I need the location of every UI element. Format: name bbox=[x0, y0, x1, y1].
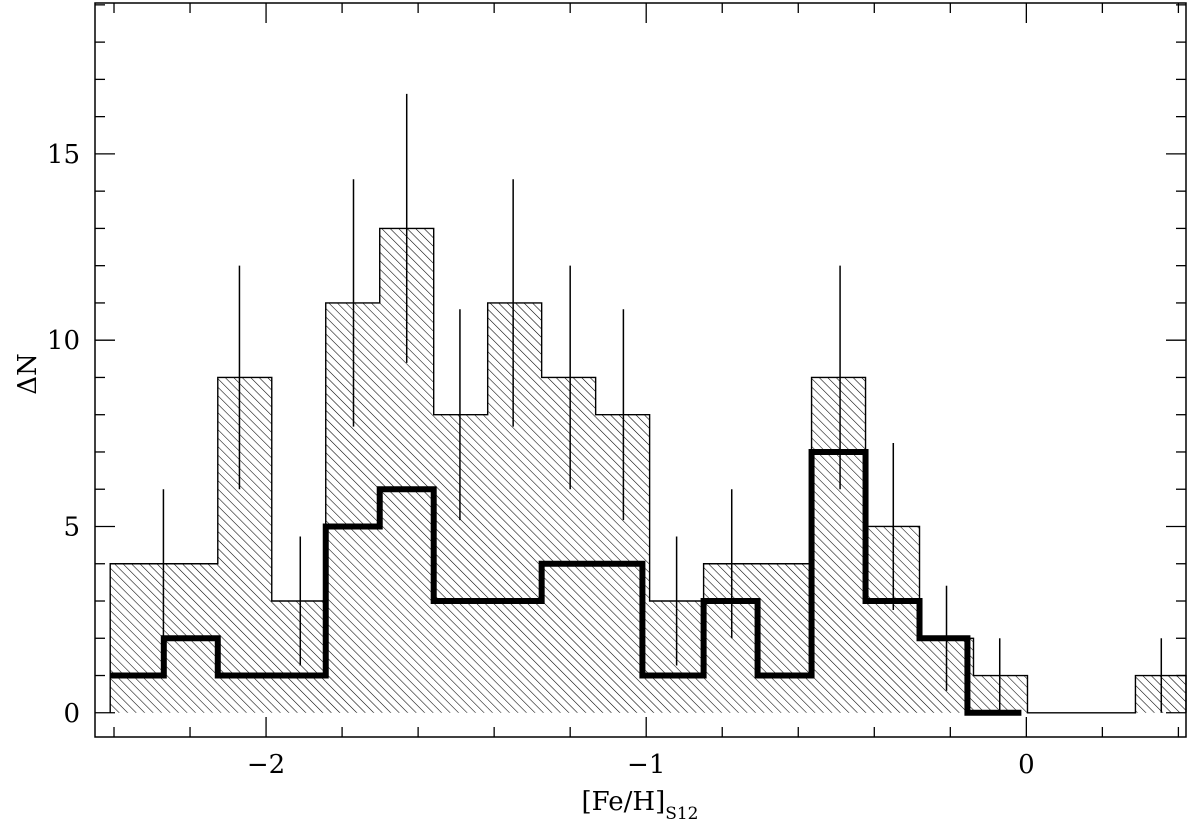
step-line bbox=[110, 448, 1022, 716]
histogram-bar bbox=[433, 414, 488, 713]
histogram-outline bbox=[109, 227, 1187, 714]
x-tick-label: 0 bbox=[1018, 750, 1035, 780]
error-bars-group bbox=[162, 93, 1163, 713]
axes-group: −2 −1 0 0 5 10 15 bbox=[47, 2, 1187, 780]
x-tick-label: −2 bbox=[247, 750, 285, 780]
y-tick-label: 5 bbox=[63, 512, 80, 542]
histogram-bar bbox=[325, 302, 380, 713]
x-tick-label: −1 bbox=[627, 750, 665, 780]
plot-frame bbox=[94, 2, 1187, 738]
y-tick-label: 0 bbox=[63, 699, 80, 729]
x-axis-label-main: [Fe/H] bbox=[581, 787, 665, 817]
y-tick-label: 15 bbox=[47, 140, 80, 170]
hatched-histogram-group bbox=[109, 227, 1187, 714]
histogram-bar bbox=[865, 526, 920, 713]
axis-labels-group: ΔN [Fe/H]S12 bbox=[13, 353, 699, 824]
x-axis-label-subscript: S12 bbox=[665, 804, 698, 824]
histogram-bar bbox=[541, 377, 596, 713]
histogram-bar bbox=[271, 601, 326, 713]
histogram-bar bbox=[973, 675, 1028, 713]
histogram-bar bbox=[487, 302, 542, 713]
y-tick-label: 10 bbox=[47, 326, 80, 356]
histogram-bar bbox=[811, 377, 866, 713]
histogram-bar bbox=[217, 377, 272, 713]
thick-step-group bbox=[110, 448, 1022, 716]
y-axis-label: ΔN bbox=[13, 353, 43, 395]
x-axis-label: [Fe/H]S12 bbox=[581, 787, 698, 824]
